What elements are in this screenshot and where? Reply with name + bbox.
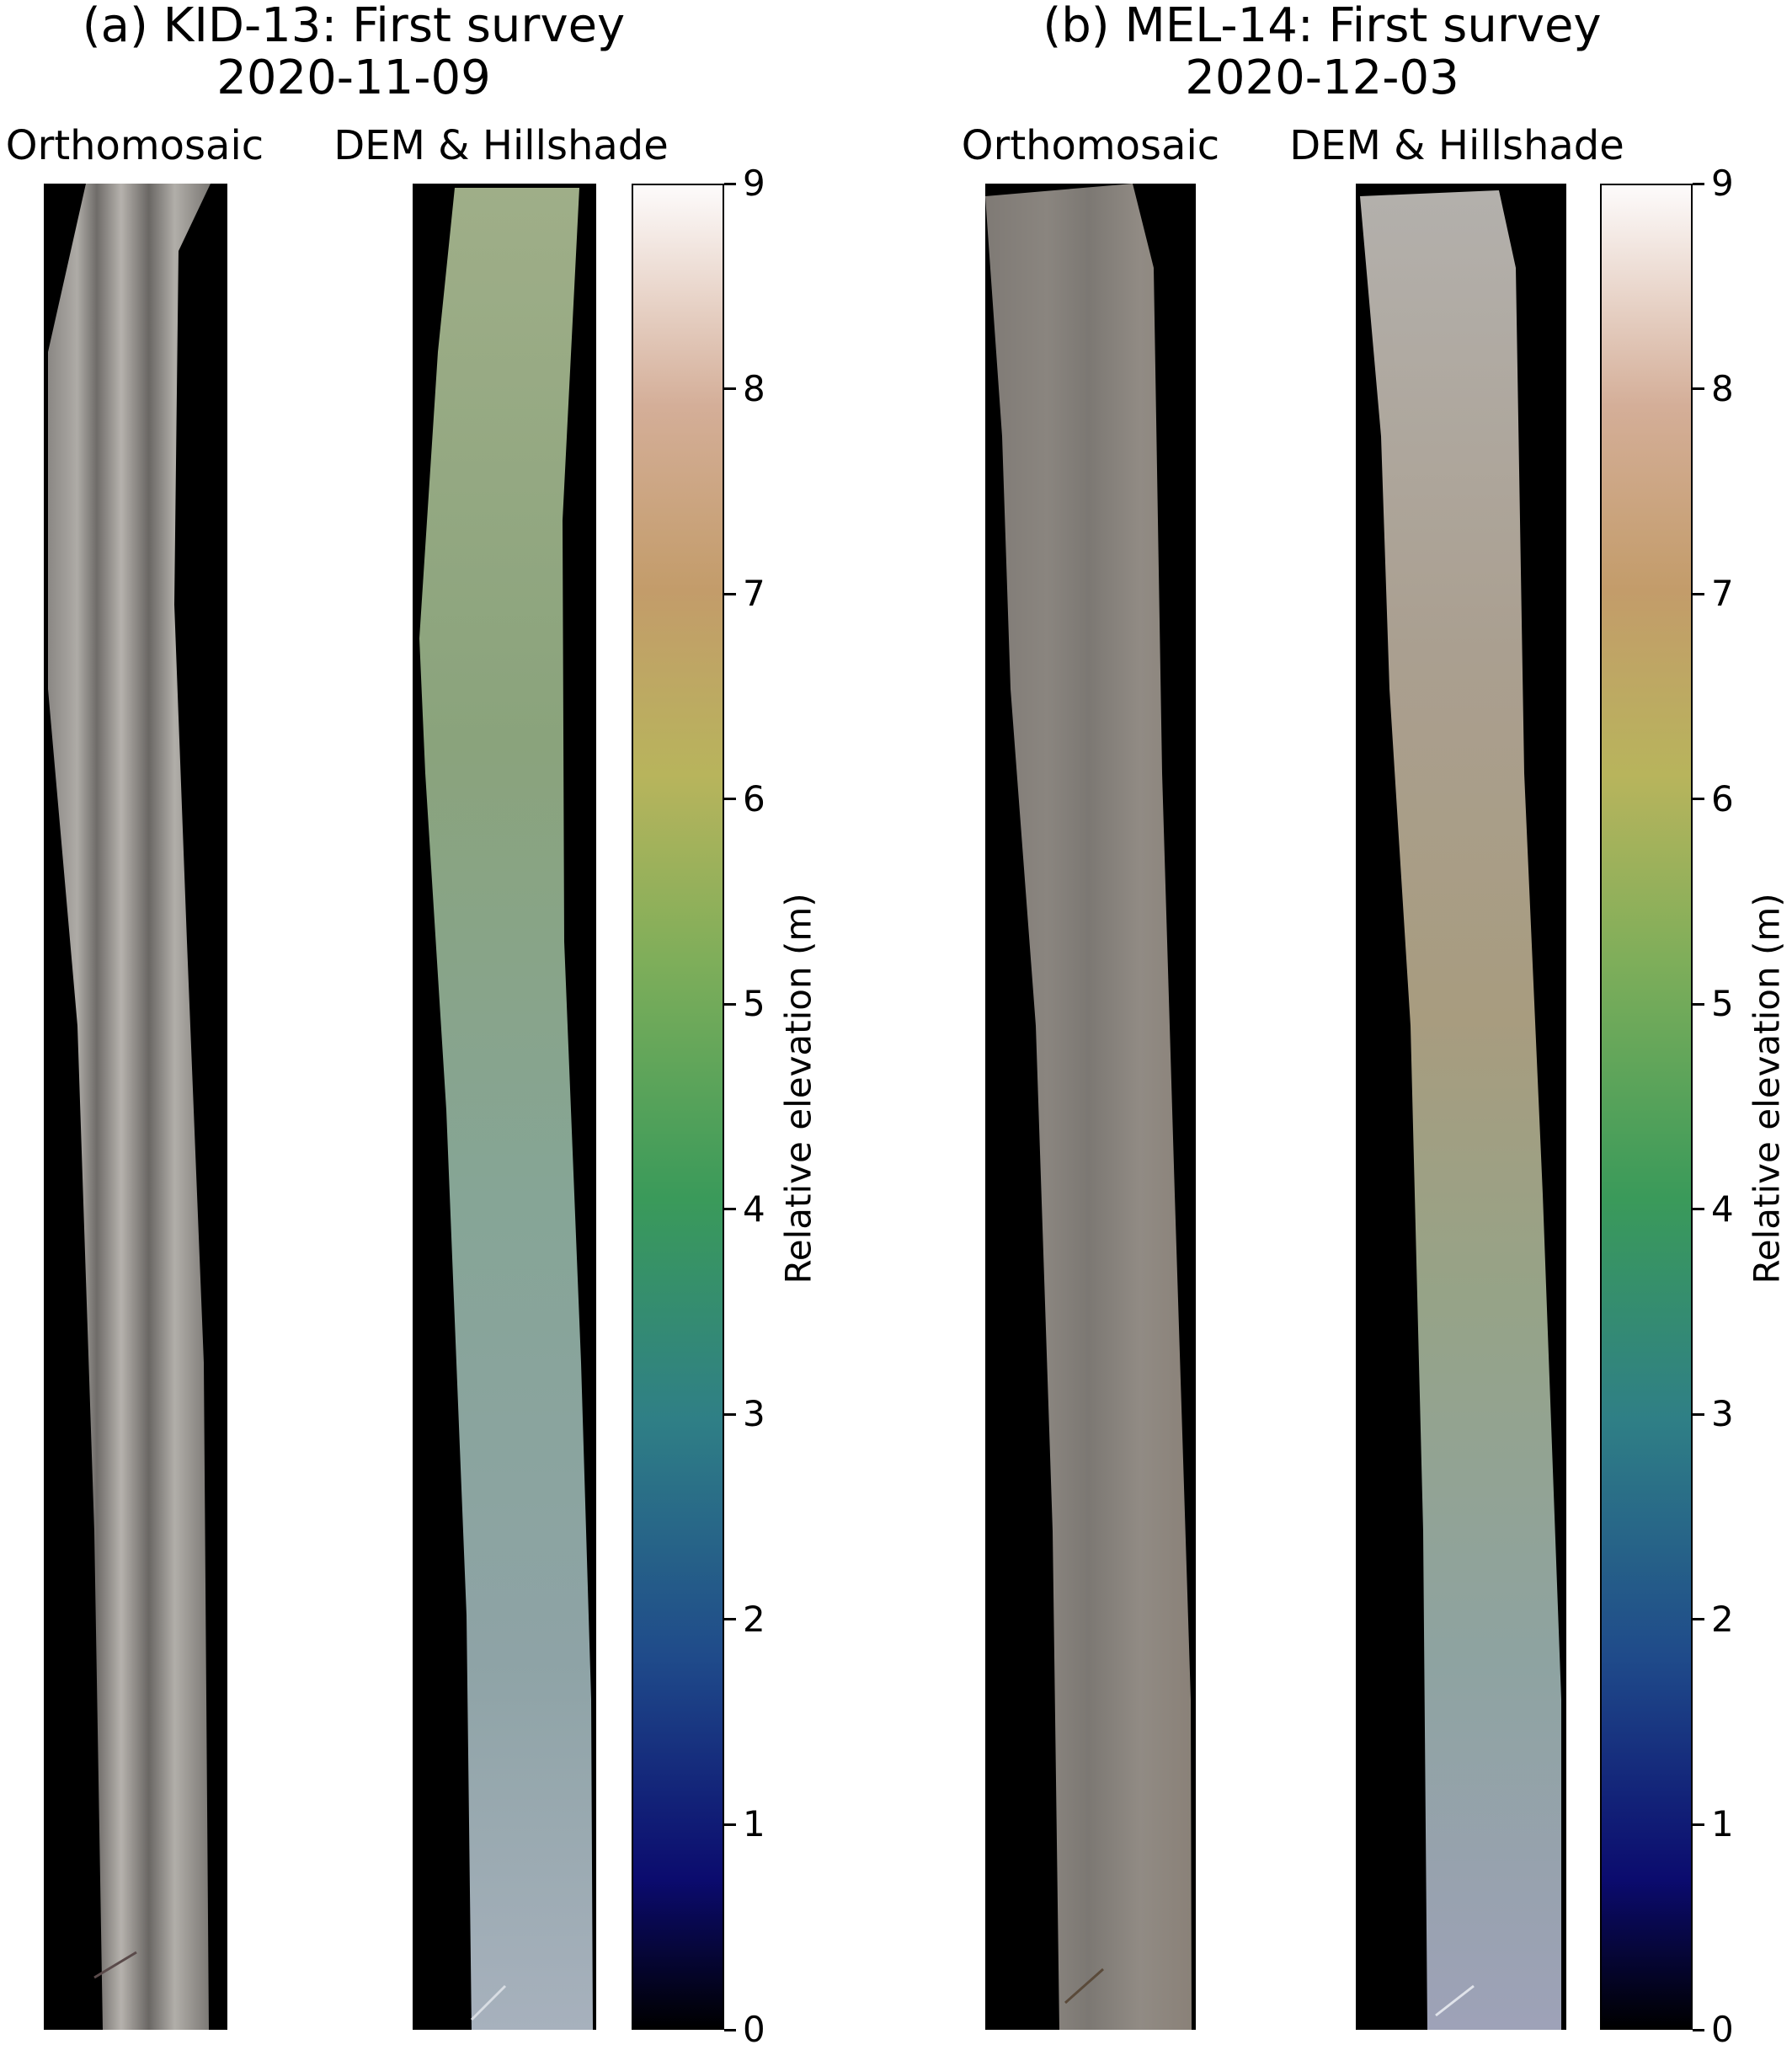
- panel-a-title: (a) KID-13: First survey 2020-11-09: [34, 0, 674, 104]
- colorbar-tick-label: 6: [1711, 777, 1734, 819]
- colorbar-tick-mark: [724, 1823, 736, 1826]
- colorbar-tick-label: 0: [743, 2009, 765, 2050]
- colorbar-tick-mark: [1693, 1823, 1704, 1826]
- panel-a-title-line1: (a) KID-13: First survey: [82, 0, 626, 53]
- panel-b-title-line1: (b) MEL-14: First survey: [1043, 0, 1602, 53]
- colorbar-tick-mark: [1693, 1412, 1704, 1416]
- panel-b-dem-hillshade-image: [1356, 184, 1566, 2030]
- panel-b-colorbar-ticks: 0 1 2 3 4 5 6 7 8 9: [1693, 166, 1760, 2047]
- colorbar-tick-mark: [724, 1002, 736, 1006]
- colorbar-tick-label: 3: [1711, 1393, 1734, 1435]
- colorbar-tick-mark: [724, 798, 736, 801]
- panel-a-title-line2: 2020-11-09: [216, 51, 491, 105]
- panel-b-colorbar-label: Relative elevation (m): [1746, 893, 1788, 1284]
- panel-a-ortho-label: Orthomosaic: [5, 122, 264, 169]
- colorbar-tick-mark: [724, 1618, 736, 1621]
- colorbar-tick-mark: [724, 182, 736, 185]
- colorbar-tick-label: 7: [743, 573, 765, 615]
- panel-b-orthomosaic-image: [985, 184, 1196, 2030]
- colorbar-tick-label: 6: [743, 777, 765, 819]
- panel-a-colorbar-label: Relative elevation (m): [777, 893, 819, 1284]
- colorbar-tick-label: 2: [1711, 1598, 1734, 1640]
- colorbar-tick-mark: [1693, 1002, 1704, 1006]
- colorbar-tick-label: 0: [1711, 2009, 1734, 2050]
- colorbar-tick-mark: [724, 1412, 736, 1416]
- colorbar-tick-label: 7: [1711, 573, 1734, 615]
- colorbar-tick-mark: [1693, 2028, 1704, 2031]
- colorbar-tick-mark: [724, 387, 736, 391]
- panel-b-colorbar-gradient: [1602, 185, 1691, 2028]
- colorbar-tick-label: 8: [743, 367, 765, 409]
- colorbar-tick-mark: [724, 2028, 736, 2031]
- panel-b-title-line2: 2020-12-03: [1185, 51, 1459, 105]
- colorbar-tick-mark: [1693, 1618, 1704, 1621]
- panel-b-dem-label: DEM & Hillshade: [1289, 122, 1624, 169]
- colorbar-tick-mark: [1693, 592, 1704, 595]
- panel-b-title: (b) MEL-14: First survey 2020-12-03: [994, 0, 1651, 104]
- panel-a-orthomosaic-image: [44, 184, 227, 2030]
- panel-a-colorbar-gradient: [633, 185, 723, 2028]
- colorbar-tick-label: 5: [1711, 983, 1734, 1025]
- colorbar-tick-mark: [1693, 387, 1704, 391]
- colorbar-tick-label: 8: [1711, 367, 1734, 409]
- colorbar-tick-label: 4: [1711, 1188, 1734, 1230]
- colorbar-tick-mark: [724, 1208, 736, 1211]
- colorbar-tick-mark: [724, 592, 736, 595]
- colorbar-tick-mark: [1693, 798, 1704, 801]
- colorbar-tick-label: 2: [743, 1598, 765, 1640]
- panel-a-dem-label: DEM & Hillshade: [333, 122, 669, 169]
- panel-b-colorbar: [1600, 184, 1693, 2030]
- colorbar-tick-label: 1: [743, 1803, 765, 1845]
- colorbar-tick-label: 9: [743, 163, 765, 204]
- colorbar-tick-label: 3: [743, 1393, 765, 1435]
- colorbar-tick-mark: [1693, 1208, 1704, 1211]
- panel-b-ortho-label: Orthomosaic: [961, 122, 1220, 169]
- colorbar-tick-label: 4: [743, 1188, 765, 1230]
- panel-a-colorbar: [632, 184, 724, 2030]
- panel-a-colorbar-ticks: 0 1 2 3 4 5 6 7 8 9: [724, 166, 792, 2047]
- colorbar-tick-label: 1: [1711, 1803, 1734, 1845]
- colorbar-tick-label: 9: [1711, 163, 1734, 204]
- colorbar-tick-label: 5: [743, 983, 765, 1025]
- colorbar-tick-mark: [1693, 182, 1704, 185]
- panel-a-dem-hillshade-image: [413, 184, 596, 2030]
